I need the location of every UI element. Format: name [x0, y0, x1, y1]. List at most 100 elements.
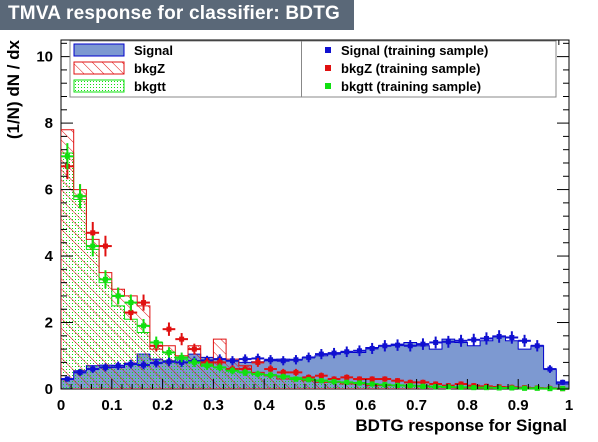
- legend-label-bkgz-train: bkgZ (training sample): [341, 61, 480, 76]
- signal-train-point: [454, 334, 468, 347]
- legend-label-bkgz: bkgZ: [134, 61, 165, 76]
- legend-box: [69, 40, 557, 98]
- bkgtt-train-point: [492, 385, 506, 391]
- bkgz-train-point: [315, 372, 328, 379]
- signal-train-point: [467, 333, 481, 346]
- signal-train-point: [238, 354, 252, 364]
- bkgtt-train-point: [238, 368, 252, 376]
- signal-train-point: [518, 334, 531, 347]
- x-tick-label: 0.8: [457, 397, 478, 414]
- bkgtt-train-point: [289, 376, 303, 382]
- chart-title: TMVA response for classifier: BDTG: [8, 3, 340, 24]
- signal-train-point: [124, 359, 138, 369]
- signal-train-point: [403, 340, 417, 352]
- signal-train-point: [442, 335, 455, 348]
- y-tick-label: 0: [45, 381, 53, 398]
- bkgtt-train-point: [73, 184, 87, 209]
- bkgtt-train-point: [251, 370, 265, 378]
- x-tick-label: 0.1: [101, 397, 122, 414]
- legend-swatch-signal: [73, 43, 125, 57]
- bkgtt-train-point: [340, 379, 354, 386]
- legend-marker-bkgz-train: [325, 65, 331, 71]
- x-tick-label: 0.9: [508, 397, 529, 414]
- bkgtt-train-point: [175, 352, 188, 363]
- bkgtt-train-point: [149, 336, 163, 349]
- legend: Signal bkgZ bkgtt Signal (training sampl…: [69, 40, 557, 98]
- bkgtt-train-point: [213, 363, 227, 372]
- signal-train-point: [302, 352, 315, 363]
- bkgz-train-point: [99, 235, 112, 257]
- signal-train-point: [289, 355, 303, 365]
- bkgz-train-point: [289, 368, 303, 376]
- signal-train-point: [505, 331, 519, 344]
- signal-train-point: [86, 365, 100, 373]
- legend-label-signal: Signal: [134, 43, 173, 58]
- bkgtt-train-point: [137, 318, 150, 333]
- signal-train-point: [264, 355, 277, 365]
- bkgtt-train-point: [124, 294, 138, 311]
- signal-train-point: [162, 357, 176, 367]
- histogram-layer: [61, 129, 569, 389]
- x-tick-label: 0.2: [152, 397, 173, 414]
- title-box: TMVA response for classifier: BDTG: [0, 0, 354, 30]
- y-tick-label: 2: [45, 315, 53, 332]
- bkgtt-train-point: [391, 382, 404, 389]
- bkgtt-train-point: [353, 380, 366, 386]
- x-tick-label: 0.7: [406, 397, 427, 414]
- bkgtt-train-point: [162, 347, 176, 358]
- bkgtt-train-point: [264, 371, 277, 379]
- x-tick-label: 0.6: [355, 397, 376, 414]
- bkgtt-train-point: [61, 143, 74, 170]
- signal-train-point: [543, 365, 557, 373]
- signal-train-point: [137, 360, 150, 370]
- signal-train-point: [353, 345, 366, 357]
- y-axis-title: (1/N) dN / dx: [4, 39, 23, 139]
- signal-train-point: [276, 356, 290, 366]
- bkgtt-train-point: [226, 367, 239, 375]
- legend-divider: [301, 41, 302, 97]
- bkgtt-train-point: [86, 235, 100, 257]
- bkgtt-train-point: [327, 379, 341, 385]
- x-axis-title: BDTG response for Signal: [355, 416, 567, 435]
- signal-train-point: [365, 342, 379, 354]
- bkgz-train-point: [391, 378, 404, 384]
- bkgtt-train-point: [442, 384, 455, 390]
- signal-train-point: [340, 346, 354, 358]
- bkgtt-train-point: [302, 377, 315, 383]
- signal-train-point: [530, 340, 544, 352]
- bkgtt-train-point: [315, 378, 328, 384]
- legend-label-signal-train: Signal (training sample): [341, 43, 488, 58]
- signal-train-point: [391, 339, 404, 351]
- signal-train-point: [226, 356, 239, 366]
- bkgtt-train-point: [276, 373, 290, 380]
- bkgz-train-point: [188, 343, 201, 355]
- bkgz-train-point: [175, 333, 188, 346]
- x-tick-label: 0.4: [254, 397, 276, 414]
- bkgz-train-point: [378, 376, 392, 382]
- bkgz-train-point: [340, 374, 354, 381]
- x-tick-label: 0.3: [203, 397, 224, 414]
- signal-train-point: [556, 379, 569, 386]
- signal-train-point: [111, 361, 125, 370]
- bkgtt-train-point: [543, 386, 557, 392]
- y-tick-label: 10: [36, 49, 53, 66]
- bkgtt-train-point: [378, 382, 392, 388]
- legend-label-bkgtt-train: bkgtt (training sample): [341, 79, 481, 94]
- bkgz-train-point: [137, 294, 150, 311]
- legend-swatch-bkgtt: [73, 79, 125, 93]
- legend-label-bkgtt: bkgtt: [134, 79, 166, 94]
- bkgtt-train-point: [111, 287, 125, 305]
- bkgz-train-point: [365, 376, 379, 382]
- x-tick-label: 0: [57, 397, 65, 414]
- signal-train-point: [99, 363, 112, 372]
- signal-train-point: [149, 358, 163, 368]
- bkgtt-train-point: [188, 357, 201, 367]
- bkgz-train-point: [264, 365, 277, 373]
- signal-train-point: [327, 347, 341, 359]
- signal-train-point: [492, 330, 506, 343]
- bkgz-train-point: [162, 322, 176, 336]
- signal-train-point: [429, 336, 442, 349]
- y-tick-label: 6: [45, 182, 53, 199]
